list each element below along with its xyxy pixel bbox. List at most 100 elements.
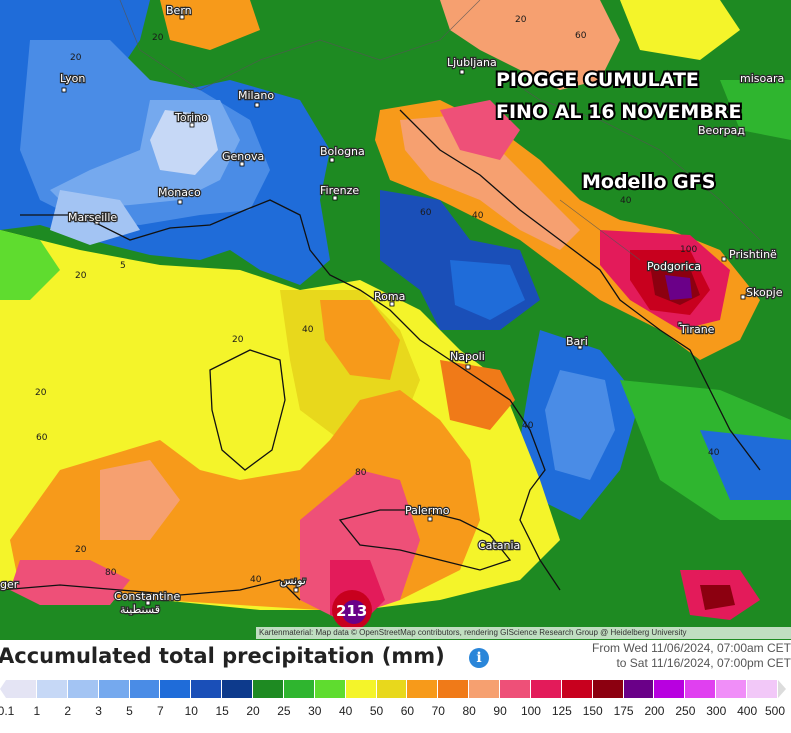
scale-tick-label: 90 (493, 704, 507, 718)
svg-text:Bari: Bari (566, 335, 588, 348)
svg-text:40: 40 (472, 211, 484, 221)
svg-text:5: 5 (120, 261, 126, 271)
svg-text:20: 20 (75, 271, 87, 281)
svg-text:Palermo: Palermo (405, 504, 450, 517)
svg-text:20: 20 (152, 33, 164, 43)
scale-tick-label: 150 (582, 704, 603, 718)
scale-swatch (67, 680, 99, 698)
scale-swatch (314, 680, 346, 698)
city-labels: Bern Lyon Milano Torino Genova Bologna M… (0, 3, 785, 617)
scale-tick-label: 70 (431, 704, 445, 718)
svg-text:100: 100 (680, 245, 697, 255)
borders (119, 0, 761, 261)
scale-swatch (716, 680, 748, 698)
svg-text:Bologna: Bologna (320, 145, 365, 158)
scale-swatch (623, 680, 655, 698)
precipitation-map[interactable]: 20 20 20 60 20 5 20 60 40 40 80 100 20 2… (0, 0, 791, 640)
svg-text:40: 40 (620, 196, 632, 206)
svg-text:Napoli: Napoli (450, 350, 485, 363)
scale-tick-label: 30 (308, 704, 322, 718)
svg-text:ger: ger (0, 578, 19, 591)
svg-text:Bern: Bern (166, 4, 192, 17)
scale-tick-label: 50 (369, 704, 384, 718)
svg-text:Monaco: Monaco (158, 186, 201, 199)
scale-swatch (345, 680, 377, 698)
scale-tick-label: 300 (706, 704, 727, 718)
scale-tick-label: 3 (95, 704, 102, 718)
scale-swatch (283, 680, 315, 698)
color-scale (0, 680, 791, 700)
svg-text:Podgorica: Podgorica (647, 260, 701, 273)
svg-text:20: 20 (232, 335, 244, 345)
svg-text:Firenze: Firenze (320, 184, 359, 197)
svg-text:قسنطينة: قسنطينة (120, 603, 160, 616)
color-scale-labels: 0.1 1 2 3 5 7 10 15 20 25 30 40 50 60 70 80 90 100 125 150 1… (0, 704, 791, 720)
map-attribution: Kartenmaterial: Map data © OpenStreetMap… (256, 627, 791, 639)
scale-swatch (561, 680, 593, 698)
scale-swatch (6, 680, 37, 698)
svg-text:misoara: misoara (740, 72, 784, 85)
period-start: From Wed 11/06/2024, 07:00am CET (592, 641, 791, 655)
scale-tick-label: 1 (33, 704, 41, 718)
svg-text:80: 80 (105, 568, 117, 578)
scale-swatch (438, 680, 470, 698)
svg-text:20: 20 (70, 53, 82, 63)
scale-start-arrow (0, 680, 6, 698)
scale-tick-label: 175 (613, 704, 634, 718)
svg-text:40: 40 (522, 421, 534, 431)
scale-tick-label: 2 (64, 704, 72, 718)
svg-text:Torino: Torino (174, 111, 208, 124)
scale-end-arrow (778, 680, 786, 698)
svg-text:40: 40 (708, 448, 720, 458)
svg-text:Skopje: Skopje (746, 286, 783, 299)
svg-text:Prishtinë: Prishtinë (729, 248, 777, 261)
scale-tick-label: 40 (338, 704, 353, 718)
scale-tick-label: 500 (764, 704, 786, 718)
svg-text:Ljubljana: Ljubljana (447, 56, 497, 69)
scale-tick-label: 7 (157, 704, 164, 718)
svg-text:40: 40 (250, 575, 262, 585)
headline-line-2: FINO AL 16 NOVEMBRE (496, 101, 741, 123)
svg-text:60: 60 (36, 433, 48, 443)
svg-text:80: 80 (355, 468, 367, 478)
svg-text:Tirane: Tirane (679, 323, 715, 336)
coastlines (0, 109, 761, 601)
scale-swatch (469, 680, 501, 698)
peak-value-label: 213 (336, 602, 367, 620)
model-label: Modello GFS (582, 171, 715, 193)
scale-tick-label: 25 (277, 704, 291, 718)
scale-swatch (500, 680, 531, 698)
scale-swatch (654, 680, 686, 698)
legend-panel: Accumulated total precipitation (mm) i F… (0, 640, 791, 733)
scale-tick-label: 250 (675, 704, 696, 718)
svg-text:Milano: Milano (238, 89, 274, 102)
info-icon[interactable]: i (469, 648, 489, 668)
svg-text:60: 60 (420, 208, 432, 218)
scale-tick-label: 0.1 (0, 704, 15, 718)
scale-tick-label: 5 (126, 704, 133, 718)
scale-tick-label: 10 (184, 704, 198, 718)
scale-tick-label: 60 (400, 704, 415, 718)
scale-swatch (376, 680, 408, 698)
svg-text:Roma: Roma (374, 290, 405, 303)
svg-text:20: 20 (515, 15, 527, 25)
scale-swatch (191, 680, 223, 698)
scale-swatch (407, 680, 439, 698)
scale-swatch (36, 680, 68, 698)
scale-swatch (222, 680, 254, 698)
scale-swatch (253, 680, 284, 698)
svg-text:Beorpaд: Beorpaд (698, 124, 745, 137)
scale-swatch (685, 680, 717, 698)
headline-line-1: PIOGGE CUMULATE (496, 69, 699, 91)
period-end: to Sat 11/16/2024, 07:00pm CET (616, 656, 791, 670)
scale-swatch (530, 680, 562, 698)
scale-tick-label: 400 (737, 704, 758, 718)
svg-text:Genova: Genova (222, 150, 264, 163)
svg-text:40: 40 (302, 325, 314, 335)
scale-tick-label: 20 (246, 704, 260, 718)
svg-text:Catania: Catania (478, 539, 520, 552)
svg-text:تونس: تونس (280, 574, 306, 587)
svg-text:20: 20 (75, 545, 87, 555)
scale-tick-label: 15 (215, 704, 229, 718)
svg-text:Constantine: Constantine (114, 590, 180, 603)
